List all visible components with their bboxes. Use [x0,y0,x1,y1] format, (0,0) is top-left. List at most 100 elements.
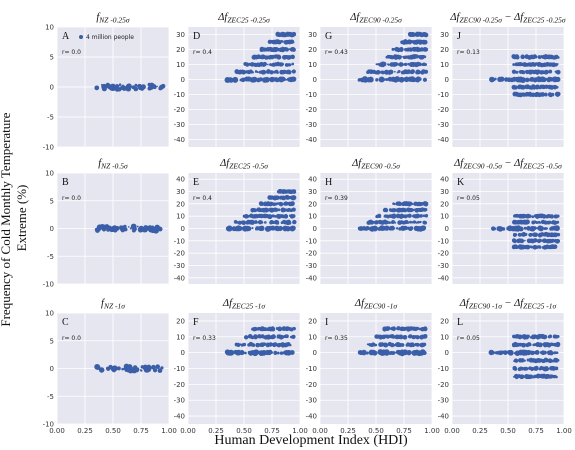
data-point [408,326,414,331]
x-tick-label: 0.00 [312,427,328,435]
correlation-label-A: r= 0.0 [62,49,81,56]
data-point [537,225,543,231]
data-point [399,47,404,52]
data-point [278,202,284,207]
data-point [424,201,429,206]
data-point [553,215,556,218]
y-tick-label: 10 [176,333,185,341]
data-point [521,221,523,224]
legend-label: 4 million people [86,34,134,41]
data-point [286,55,291,60]
data-point [240,77,246,83]
data-point [114,86,121,92]
data-point [541,62,546,67]
data-point [541,56,544,59]
data-point [266,350,271,355]
data-point [402,336,405,339]
panel-E: -40 -30 -20 -10 0 10 20 30 40 ΔfZEC25 -0.5σ Er= 0.… [174,158,301,284]
y-tick-label: -20 [306,106,317,114]
data-point [285,327,289,332]
data-point [530,350,535,356]
data-point [547,93,550,96]
data-point [261,335,265,339]
panel-title-J: ΔfZEC90 -0.25σ − ΔfZEC25 -0.25σ [449,12,566,25]
data-point [264,55,269,60]
x-tick-label: 0.00 [49,427,65,435]
y-tick-label: -20 [438,250,449,258]
y-tick-label: -20 [306,250,317,258]
data-point [537,335,541,339]
data-point [415,326,419,331]
y-tick-label: -10 [174,365,185,373]
data-point [546,367,549,370]
data-point [386,335,390,339]
data-point [540,86,544,89]
data-point [397,70,401,74]
data-point [404,351,408,355]
data-point [535,85,539,89]
data-point [240,343,244,347]
data-point [507,225,513,232]
data-point [543,357,549,363]
data-point [553,351,556,355]
panel-title-main: Δf [449,12,461,23]
x-tick-label: 0.75 [264,427,280,435]
data-point [292,189,297,194]
data-point [544,85,547,89]
data-point [416,55,419,58]
data-point [415,221,418,224]
data-point [369,78,372,81]
data-point [519,214,525,219]
panel-title-sub: NZ -0.5σ [100,162,128,171]
data-point [387,326,391,330]
data-point [94,86,99,91]
data-point [363,226,368,231]
data-point [375,63,378,66]
data-point [412,220,417,224]
y-tick-label: -40 [174,136,185,144]
data-point [542,245,547,250]
data-point [119,227,124,232]
data-point [389,77,394,81]
y-tick-label: 30 [440,31,449,39]
data-point [539,63,542,65]
data-point [414,214,418,218]
data-point [394,334,400,340]
data-point [259,350,264,355]
data-point [262,77,268,83]
y-tick-label: 20 [440,200,449,208]
correlation-label-B: r= 0.0 [62,195,81,202]
data-point [410,32,415,37]
data-point [413,201,418,206]
data-point [529,245,532,249]
data-point [415,342,420,347]
data-point [418,48,420,51]
data-point [289,226,295,232]
data-point [290,196,293,199]
panel-L: 0.00 0.25 0.50 0.75 1.00-40-30-20-1001020ΔfZ… [438,298,572,435]
data-point [496,350,501,355]
data-point [529,352,532,355]
data-point [281,208,285,212]
data-point [225,225,232,232]
data-point [282,203,286,206]
data-point [514,245,519,249]
data-point [527,367,529,370]
y-tick-label: 5 [50,337,54,345]
data-point [422,220,427,225]
data-point [419,208,423,213]
data-point [286,190,290,194]
y-tick-label: 20 [176,46,185,54]
data-point [535,351,539,355]
data-point [523,239,526,242]
data-point [547,221,551,225]
y-tick-label: 0 [445,76,449,84]
data-point [554,344,557,347]
data-point [514,350,521,356]
data-point [249,336,252,339]
data-point [260,221,263,223]
data-point [110,83,116,90]
data-point [275,220,280,224]
